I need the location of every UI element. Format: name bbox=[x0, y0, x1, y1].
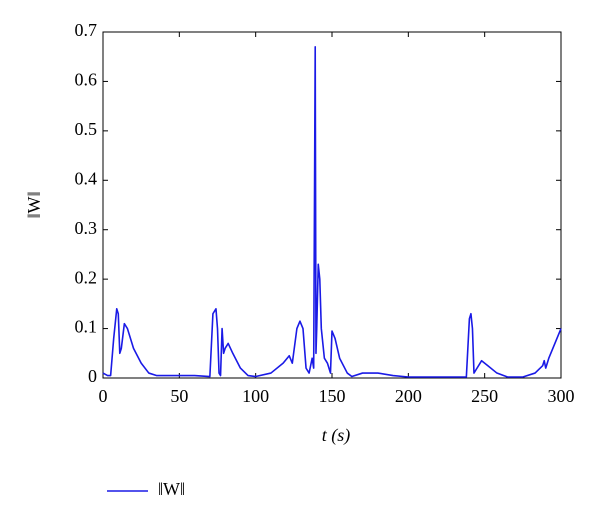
y-tick-label: 0.6 bbox=[75, 70, 98, 90]
x-tick-label: 150 bbox=[319, 386, 346, 406]
x-tick-label: 200 bbox=[395, 386, 422, 406]
y-tick-label: 0.4 bbox=[75, 168, 98, 188]
x-axis-label: t (s) bbox=[322, 425, 351, 446]
x-tick-label: 0 bbox=[99, 386, 108, 406]
legend-label: ‖W‖ bbox=[158, 479, 185, 499]
y-tick-label: 0.7 bbox=[75, 20, 98, 40]
y-tick-label: 0.5 bbox=[75, 119, 98, 139]
data-line bbox=[102, 46, 562, 378]
x-tick-label: 50 bbox=[170, 386, 188, 406]
y-tick-label: 0.3 bbox=[75, 218, 98, 238]
x-tick-label: 100 bbox=[242, 386, 269, 406]
x-tick-label: 300 bbox=[548, 386, 575, 406]
y-axis-label: ‖W‖ bbox=[24, 191, 44, 218]
y-tick-label: 0 bbox=[88, 366, 97, 386]
plot-frame bbox=[102, 31, 562, 379]
x-tick-label: 250 bbox=[471, 386, 498, 406]
y-tick-label: 0.2 bbox=[75, 267, 98, 287]
y-tick-label: 0.1 bbox=[75, 317, 98, 337]
